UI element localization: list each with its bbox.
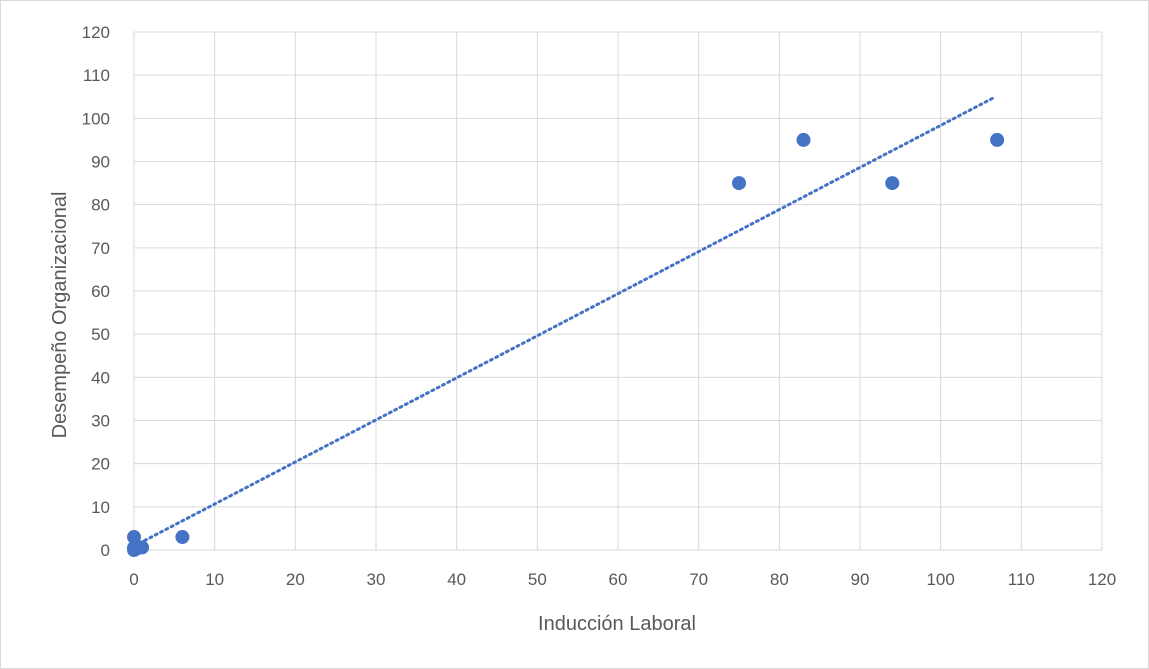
- data-point: [885, 176, 900, 191]
- data-point: [990, 132, 1005, 147]
- y-tick-label: 80: [91, 196, 110, 215]
- data-point: [732, 176, 746, 191]
- y-tick-label: 0: [101, 541, 110, 560]
- x-tick-label: 70: [689, 570, 708, 589]
- y-tick-label: 30: [91, 412, 110, 431]
- x-tick-label: 110: [1008, 570, 1035, 589]
- x-tick-label: 50: [528, 570, 547, 589]
- x-tick-label: 100: [926, 570, 954, 589]
- y-tick-label: 120: [82, 23, 110, 42]
- x-tick-label: 120: [1088, 570, 1116, 589]
- y-tick-label: 60: [91, 282, 110, 301]
- data-point: [127, 530, 141, 545]
- x-tick-label: 20: [286, 570, 305, 589]
- y-tick-label: 110: [83, 66, 110, 85]
- gridlines: [133, 31, 1103, 551]
- x-axis-tick-labels: 0 10 20 30 40 50 60 70 80 90 100 110 120: [129, 570, 1116, 589]
- x-tick-label: 80: [770, 570, 789, 589]
- x-tick-label: 90: [851, 570, 870, 589]
- y-tick-label: 100: [82, 109, 110, 128]
- trendline-path: [132, 96, 995, 548]
- y-tick-label: 40: [91, 368, 110, 387]
- data-point: [175, 530, 190, 545]
- y-tick-label: 20: [91, 455, 110, 474]
- trendline: [132, 96, 995, 548]
- y-axis-title: Desempeño Organizacional: [49, 192, 71, 439]
- data-point: [135, 540, 150, 555]
- y-tick-label: 50: [91, 325, 110, 344]
- y-tick-label: 90: [91, 153, 110, 172]
- x-tick-label: 30: [367, 570, 386, 589]
- y-tick-label: 70: [91, 239, 110, 258]
- x-tick-label: 0: [129, 570, 138, 589]
- y-axis-tick-labels: 0 10 20 30 40 50 60 70 80 90 100 110 120: [82, 23, 110, 560]
- x-axis-title: Inducción Laboral: [538, 613, 696, 635]
- x-tick-label: 10: [205, 570, 224, 589]
- x-tick-label: 60: [609, 570, 628, 589]
- y-tick-label: 10: [91, 498, 110, 517]
- data-points: [127, 132, 1005, 557]
- x-tick-label: 40: [447, 570, 466, 589]
- data-point: [796, 132, 811, 147]
